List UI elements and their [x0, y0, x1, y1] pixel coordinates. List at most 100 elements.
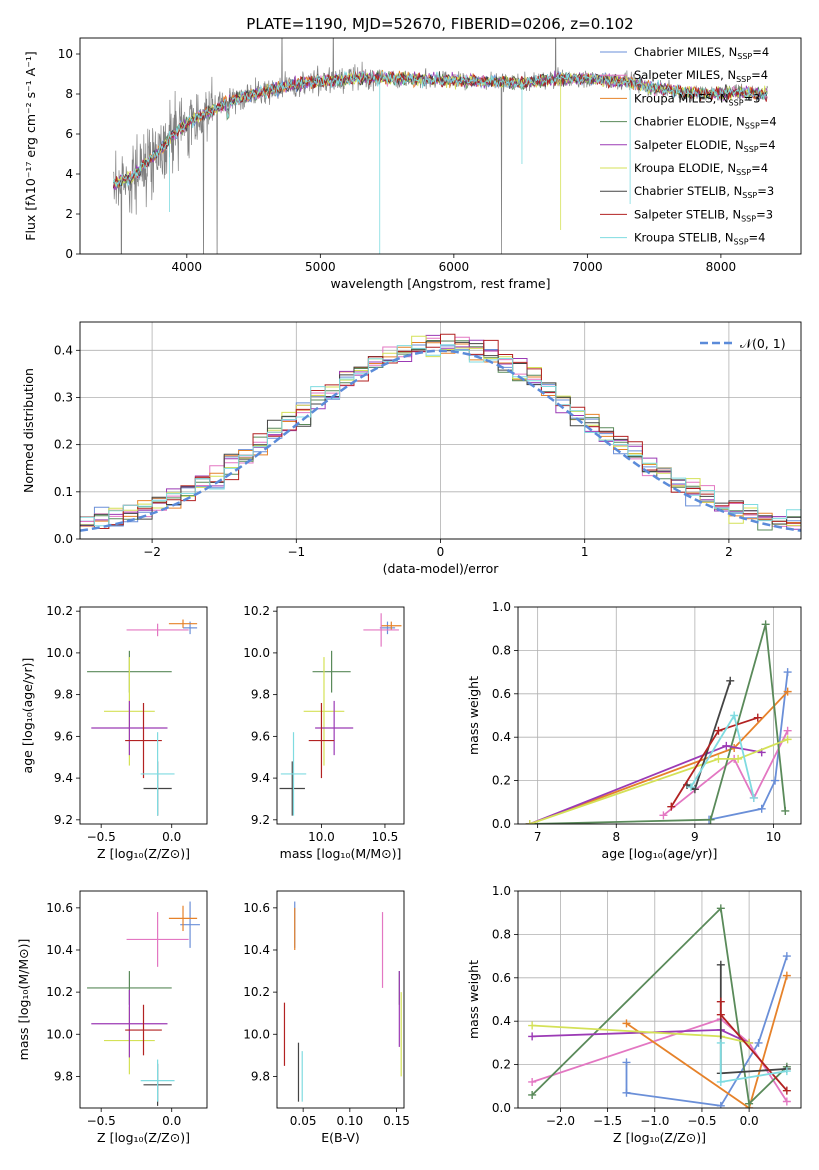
x-tick-label: 0.10 [336, 1114, 363, 1128]
weight-series-line [708, 671, 789, 821]
plot-area [80, 333, 801, 539]
weight-series-line [529, 690, 789, 824]
legend-label: Salpeter STELIB, NSSP=3 [634, 207, 773, 223]
y-tick-label: 0.6 [492, 971, 511, 985]
y-tick-label: 2 [65, 207, 73, 221]
y-tick-label: 9.4 [251, 771, 270, 785]
legend-subscript: SSP [737, 52, 752, 61]
weight-marker [716, 1038, 725, 1047]
y-tick-label: 10.2 [46, 604, 73, 618]
error-bar-point [91, 700, 168, 756]
weight-marker [757, 804, 766, 813]
y-tick-label: 10.0 [46, 1027, 73, 1041]
y-tick-label: 0.2 [54, 438, 73, 452]
weight-marker [686, 783, 695, 792]
error-bar-point [315, 700, 354, 756]
legend-label: Salpeter ELODIE, NSSP=4 [634, 138, 776, 154]
y-tick-label: 9.8 [54, 688, 73, 702]
weight-marker [783, 726, 792, 735]
x-tick-label: −0.5 [687, 1114, 716, 1128]
legend-subscript: SSP [736, 75, 751, 84]
weight-marker [714, 726, 723, 735]
weight-marker [716, 904, 725, 913]
x-axis-label: (data-model)/error [383, 561, 500, 576]
spectrum-axes: 4000 5000 6000 7000 8000 0 2 4 6 8 10 wavelength [A… [23, 37, 802, 291]
weight-marker [781, 806, 790, 815]
weight-series-line [531, 906, 788, 1106]
x-tick-label: −2.0 [546, 1114, 575, 1128]
residuals-axes: −2 −1 0 1 2 0.0 0.1 0.2 0.3 0.4 (data-model)/error… [21, 321, 802, 576]
y-tick-label: 10.0 [243, 646, 270, 660]
age-vs-metallicity-axes: −0.5 0.0 9.2 9.4 9.6 9.8 10.0 10.2 Z [log₁₀(Z/Z⊙… [20, 604, 208, 861]
error-bar-point [168, 905, 198, 932]
weight-marker [706, 815, 715, 824]
legend-subscript: SSP [744, 145, 759, 154]
legend-subscript: SSP [745, 122, 760, 131]
x-tick-label: 0 [437, 545, 445, 559]
y-tick-label: 0.3 [54, 390, 73, 404]
error-bar-point [280, 732, 307, 816]
y-tick-label: 9.2 [251, 813, 270, 827]
x-tick-label: 0.0 [162, 1114, 181, 1128]
x-tick-label: 8 [612, 830, 620, 844]
x-axis-label: Z [log₁₀(Z/Z⊙)] [613, 1130, 706, 1145]
mass-vs-extinction-axes: 0.05 0.10 0.15 9.8 10.0 10.2 10.4 10.6 E(B-V) [243, 890, 410, 1145]
y-tick-label: 10.0 [46, 646, 73, 660]
legend-label: Kroupa ELODIE, NSSP=4 [634, 161, 768, 177]
weight-marker [528, 1021, 537, 1030]
axes-frame [517, 606, 802, 825]
x-tick-label: −2 [143, 545, 161, 559]
x-axis-label: mass [log₁₀(M/M⊙)] [280, 846, 402, 861]
y-tick-label: 10.2 [46, 985, 73, 999]
y-tick-label: 10.6 [46, 901, 73, 915]
weight-marker [782, 1067, 791, 1076]
y-tick-label: 0.0 [492, 817, 511, 831]
x-tick-label: −1 [287, 545, 305, 559]
x-tick-label: −1.5 [593, 1114, 622, 1128]
y-axis-label: Flux [fλ10⁻¹⁷ erg cm⁻² s⁻¹ A⁻¹] [23, 51, 38, 240]
x-tick-label: 8000 [706, 260, 737, 274]
y-tick-label: 0.0 [492, 1101, 511, 1115]
error-bar-point [126, 623, 189, 637]
y-tick-label: 10.2 [243, 604, 270, 618]
weight-marker [754, 1038, 763, 1047]
weight-marker [761, 620, 770, 629]
weight-marker [716, 1101, 725, 1108]
weight-marker [716, 960, 725, 969]
weight-vs-metallicity-axes: −2.0 −1.5 −1.0 −0.5 0.0 0.0 0.2 0.4 0.6 0.8 1.0 Z [… [466, 884, 802, 1145]
age-vs-mass-axes: 10.0 10.5 9.2 9.4 9.6 9.8 10.0 10.2 mass [log₁₀(… [243, 604, 405, 861]
weight-marker [622, 1058, 631, 1067]
axes-frame [276, 606, 405, 825]
x-tick-label: 9 [691, 830, 699, 844]
y-tick-label: 0.1 [54, 485, 73, 499]
plot-area [528, 904, 791, 1108]
y-tick-label: 10.4 [243, 943, 270, 957]
legend-count: =3 [756, 207, 773, 221]
weight-series-line [625, 975, 788, 1108]
error-bar-point [125, 1004, 162, 1056]
x-tick-label: 7000 [572, 260, 603, 274]
y-tick-label: 9.6 [251, 729, 270, 743]
error-bar-point [91, 990, 168, 1058]
weight-series-line [662, 730, 789, 817]
weight-vs-age-axes: 7 8 9 10 0.0 0.2 0.4 0.6 0.8 1.0 age [log₁₀(age/yr… [466, 600, 802, 861]
weight-marker [783, 735, 792, 744]
weight-marker [745, 1099, 754, 1108]
y-tick-label: 6 [65, 127, 73, 141]
legend-label: Salpeter MILES, NSSP=4 [634, 68, 768, 84]
legend-count: =4 [752, 45, 769, 59]
model-spectrum [113, 69, 768, 187]
y-tick-label: 0.4 [492, 730, 511, 744]
legend-subscript: SSP [741, 214, 756, 223]
y-tick-label: 9.6 [54, 729, 73, 743]
figure-title: PLATE=1190, MJD=52670, FIBERID=0206, z=0… [246, 15, 633, 33]
y-axis-label: age [log₁₀(age/yr)] [20, 658, 35, 774]
error-bar-point [308, 702, 335, 779]
y-tick-label: 0.0 [54, 532, 73, 546]
axes-frame [517, 890, 802, 1109]
axes-frame [276, 890, 405, 1109]
x-tick-label: 0.0 [162, 830, 181, 844]
weight-marker [528, 1077, 537, 1086]
y-tick-label: 8 [65, 87, 73, 101]
